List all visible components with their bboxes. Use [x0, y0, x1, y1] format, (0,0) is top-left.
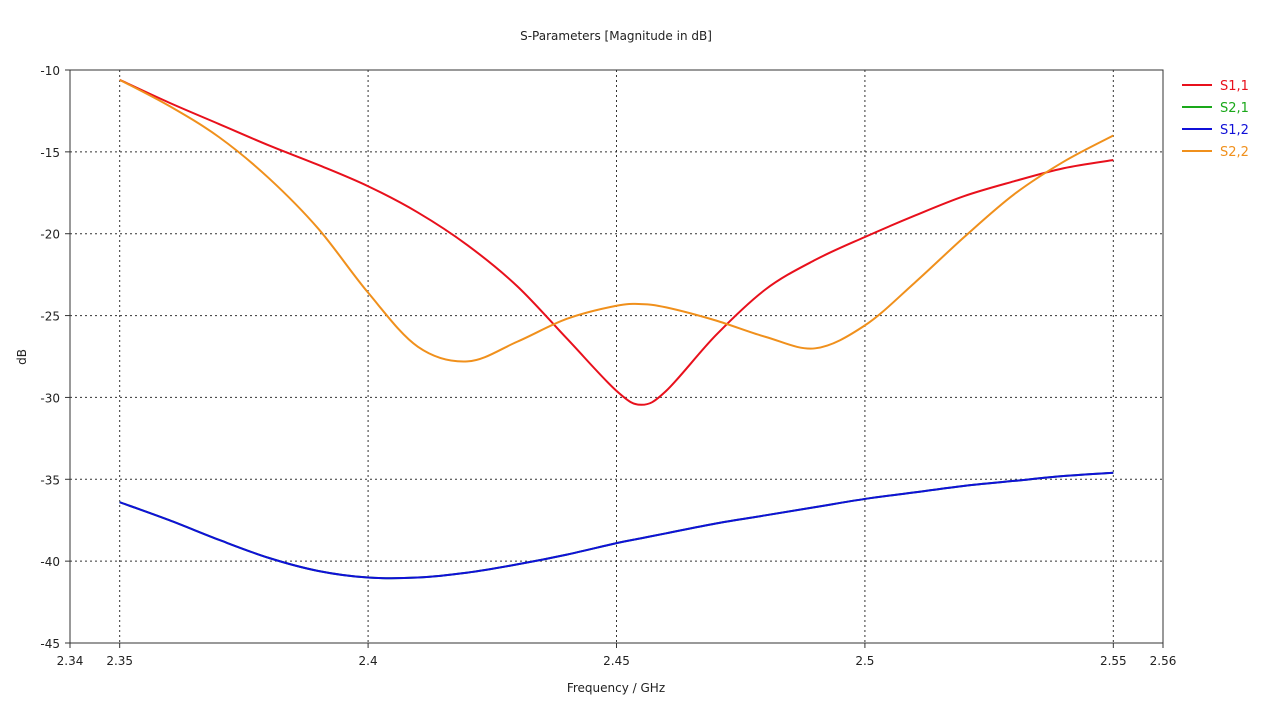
- x-tick-label: 2.5: [855, 654, 874, 668]
- series-line-S1-2: [119, 471, 1114, 580]
- axis-ticks: 2.34 2.35 2.4 2.45 2.5 2.55 2.56 -10 -15 -20 -25 -3…: [40, 64, 1176, 668]
- legend[interactable]: S1,1 S2,1 S1,2 S2,2: [1182, 79, 1249, 160]
- legend-label: S1,2: [1220, 123, 1249, 138]
- legend-label: S2,1: [1220, 101, 1249, 116]
- chart-title: S-Parameters [Magnitude in dB]: [520, 29, 712, 43]
- x-tick-label: 2.56: [1150, 654, 1177, 668]
- x-axis-label: Frequency / GHz: [567, 681, 665, 695]
- legend-item[interactable]: S1,2: [1182, 123, 1249, 138]
- legend-label: S1,1: [1220, 79, 1249, 94]
- series-lines: [119, 78, 1114, 580]
- x-tick-label: 2.55: [1100, 654, 1127, 668]
- legend-item[interactable]: S2,1: [1182, 101, 1249, 116]
- x-tick-label: 2.45: [603, 654, 630, 668]
- grid: [70, 70, 1163, 643]
- legend-item[interactable]: S1,1: [1182, 79, 1249, 94]
- legend-item[interactable]: S2,2: [1182, 145, 1249, 160]
- y-tick-label: -25: [40, 310, 60, 324]
- x-tick-label: 2.35: [106, 654, 133, 668]
- y-tick-label: -30: [40, 391, 60, 405]
- series-line-S2-2: [119, 78, 1114, 363]
- y-axis-label: dB: [15, 349, 29, 365]
- y-tick-label: -35: [40, 473, 60, 487]
- y-tick-label: -40: [40, 555, 60, 569]
- y-tick-label: -20: [40, 228, 60, 242]
- legend-label: S2,2: [1220, 145, 1249, 160]
- y-tick-label: -45: [40, 637, 60, 651]
- y-tick-label: -10: [40, 64, 60, 78]
- series-line-S1-1: [119, 78, 1114, 406]
- y-tick-label: -15: [40, 146, 60, 160]
- x-tick-label: 2.34: [57, 654, 84, 668]
- x-tick-label: 2.4: [359, 654, 378, 668]
